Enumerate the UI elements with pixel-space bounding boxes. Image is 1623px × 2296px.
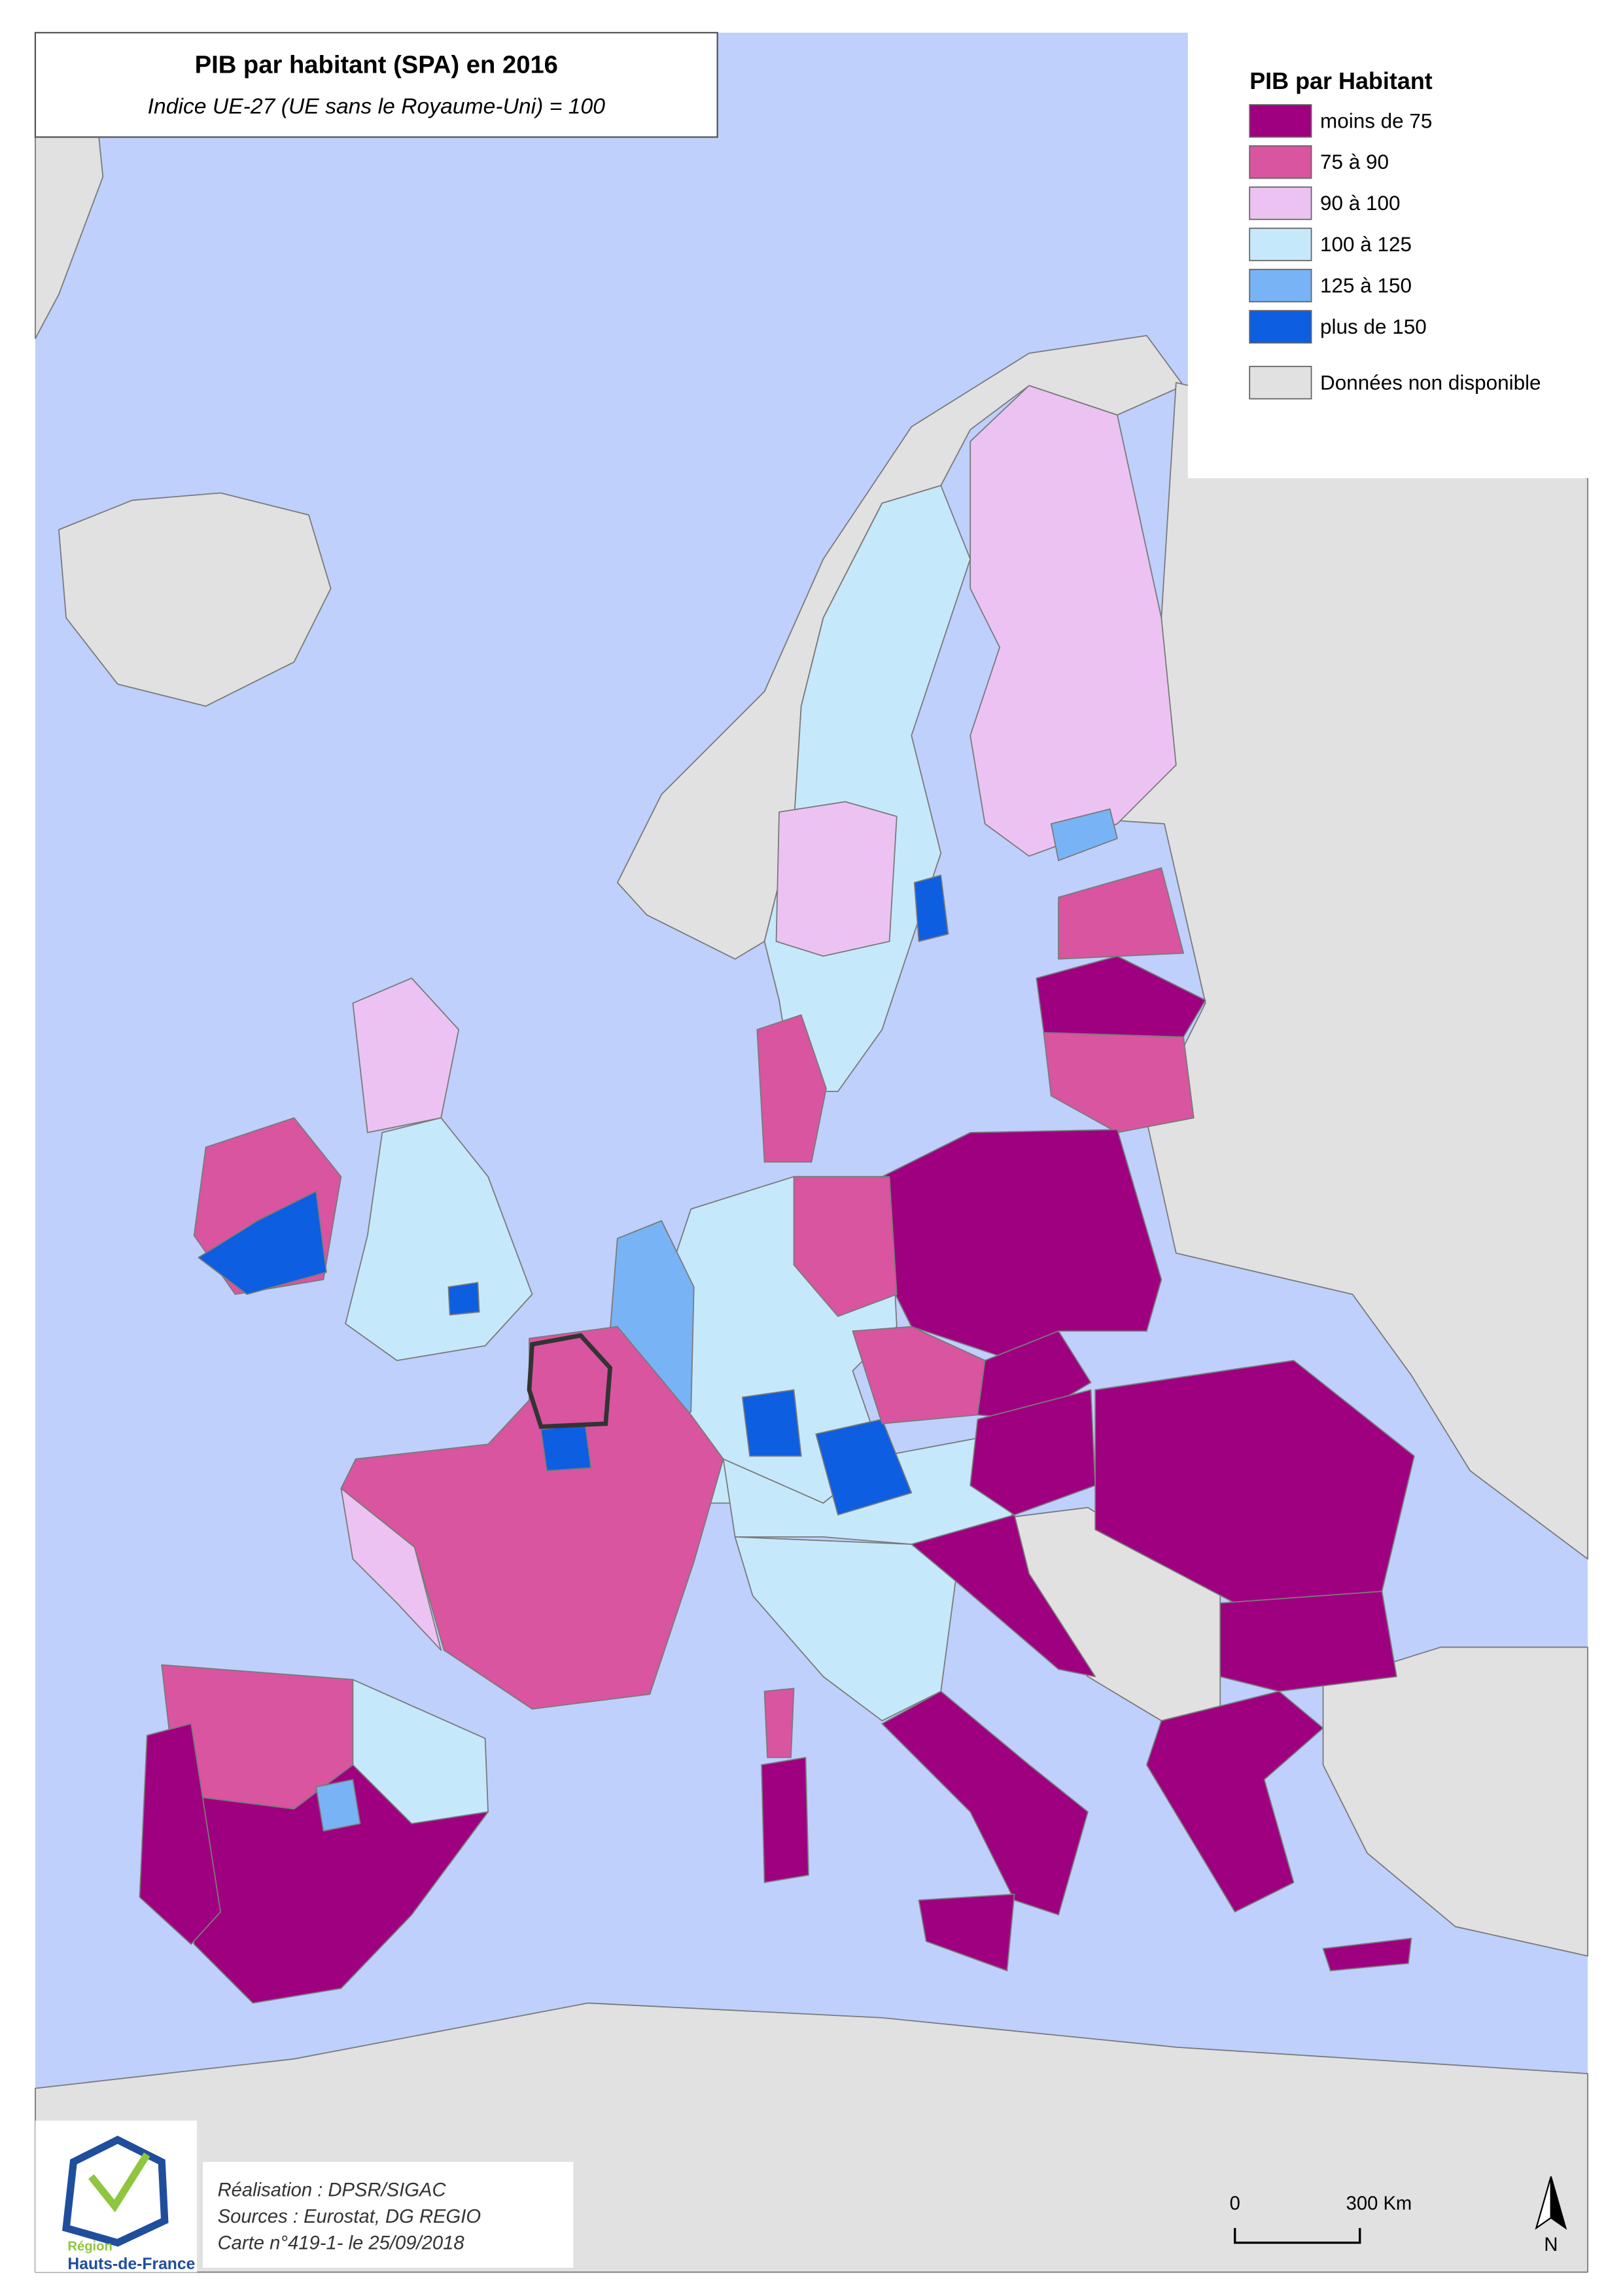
logo-box bbox=[35, 2121, 198, 2272]
legend-swatch bbox=[1249, 227, 1312, 262]
crete bbox=[1322, 1937, 1412, 1971]
denmark bbox=[756, 1014, 827, 1163]
helsinki bbox=[1050, 808, 1118, 862]
credits: Réalisation : DPSR/SIGAC Sources : Eurost… bbox=[218, 2180, 481, 2254]
credits-box bbox=[203, 2162, 574, 2268]
madrid bbox=[315, 1778, 361, 1832]
germany-east bbox=[793, 1176, 898, 1317]
iceland bbox=[58, 492, 332, 707]
switzerland-core bbox=[815, 1419, 913, 1516]
credit-line: Carte n°419-1- le 25/09/2018 bbox=[218, 2233, 465, 2254]
legend-label: moins de 75 bbox=[1320, 109, 1432, 132]
ireland-east bbox=[198, 1190, 327, 1296]
north-label: N bbox=[1544, 2234, 1558, 2255]
sicily bbox=[918, 1894, 1015, 1971]
scale-end: 300 Km bbox=[1346, 2193, 1412, 2214]
italy-north bbox=[734, 1536, 956, 1722]
legend: moins de 75 75 à 90 90 à 100 100 à 125 125 à… bbox=[1249, 104, 1541, 400]
legend-title: PIB par Habitant bbox=[1249, 67, 1433, 94]
legend-label: 100 à 125 bbox=[1320, 233, 1412, 256]
greece bbox=[1145, 1690, 1324, 1913]
legend-swatch bbox=[1249, 309, 1312, 344]
subtitle: Indice UE-27 (UE sans le Royaume-Uni) = … bbox=[148, 94, 606, 118]
legend-swatch bbox=[1249, 145, 1312, 179]
scotland bbox=[352, 978, 460, 1133]
logo-mark bbox=[62, 2136, 169, 2247]
portugal bbox=[139, 1723, 221, 1945]
scale-bar bbox=[1234, 2228, 1361, 2244]
legend-swatch bbox=[1249, 104, 1312, 138]
logo-name: Hauts-de-France bbox=[67, 2255, 195, 2273]
france bbox=[340, 1326, 724, 1710]
bulgaria bbox=[1219, 1591, 1397, 1692]
logo-check bbox=[88, 2152, 150, 2213]
legend-label: plus de 150 bbox=[1320, 315, 1427, 338]
north-arrow-right bbox=[1550, 2176, 1567, 2230]
sweden-west bbox=[775, 801, 898, 957]
hauts-de-france-outline bbox=[527, 1333, 613, 1429]
title-box bbox=[34, 31, 718, 138]
munich bbox=[741, 1389, 802, 1457]
hungary bbox=[969, 1389, 1096, 1516]
legend-label: 125 à 150 bbox=[1320, 274, 1412, 297]
title: PIB par habitant (SPA) en 2016 bbox=[195, 51, 558, 79]
england bbox=[345, 1117, 533, 1362]
legend-swatch bbox=[1249, 268, 1312, 303]
credit-line: Sources : Eurostat, DG REGIO bbox=[218, 2206, 481, 2227]
london bbox=[447, 1282, 480, 1316]
credit-line: Réalisation : DPSR/SIGAC bbox=[218, 2180, 447, 2201]
france-west bbox=[340, 1487, 442, 1651]
legend-swatch bbox=[1249, 366, 1312, 400]
corsica bbox=[763, 1687, 795, 1758]
turkey bbox=[1322, 1646, 1588, 1957]
latvia bbox=[1036, 955, 1206, 1038]
lithuania bbox=[1043, 1032, 1195, 1133]
sardinia bbox=[761, 1757, 809, 1883]
legend-label: 90 à 100 bbox=[1320, 192, 1400, 215]
logo-region: Région bbox=[67, 2240, 113, 2254]
legend-label: Données non disponible bbox=[1320, 371, 1541, 394]
ile-de-france bbox=[540, 1422, 592, 1472]
estonia bbox=[1058, 867, 1184, 960]
scale-start: 0 bbox=[1230, 2193, 1240, 2214]
italy-south bbox=[881, 1690, 1089, 1916]
poland bbox=[881, 1129, 1162, 1357]
legend-swatch bbox=[1249, 186, 1312, 221]
stockholm bbox=[913, 874, 949, 942]
legend-label: 75 à 90 bbox=[1320, 150, 1389, 173]
